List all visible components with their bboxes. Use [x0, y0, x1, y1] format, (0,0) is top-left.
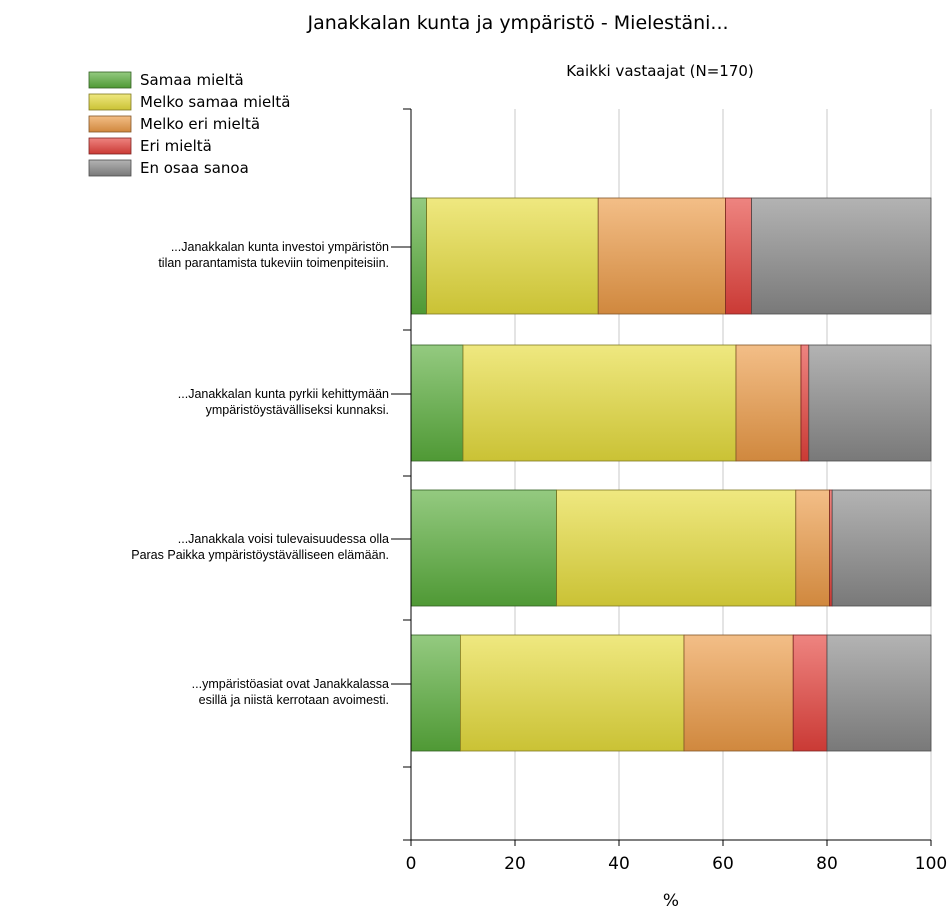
- legend-swatch: [88, 137, 132, 155]
- bar-segment: [426, 197, 599, 315]
- category-label: ...ympäristöasiat ovat Janakkalassa: [192, 677, 389, 691]
- category-label: Paras Paikka ympäristöystävälliseen eläm…: [131, 548, 389, 562]
- legend-swatch: [88, 159, 132, 177]
- x-tick-label: 20: [504, 854, 526, 874]
- x-tick-label: 40: [608, 854, 630, 874]
- category-label: ympäristöystävälliseksi kunnaksi.: [206, 403, 389, 417]
- category-labels: ...Janakkalan kunta investoi ympäristön t…: [131, 240, 411, 707]
- bar-segment: [683, 634, 794, 752]
- bar-segment: [795, 489, 830, 607]
- bar-segment: [792, 634, 828, 752]
- x-tick-label: 0: [406, 854, 417, 874]
- category-label: ...Janakkala voisi tulevaisuudessa olla: [178, 532, 389, 546]
- legend-label: Samaa mieltä: [140, 71, 244, 89]
- bar-segment: [597, 197, 727, 315]
- bar-segment: [410, 344, 464, 462]
- axes: [403, 108, 932, 846]
- legend-swatch: [88, 93, 132, 111]
- category-label: ...Janakkalan kunta pyrkii kehittymään: [178, 387, 389, 401]
- bar-segment: [751, 197, 932, 315]
- x-axis-label: %: [663, 891, 679, 911]
- legend-swatch: [88, 71, 132, 89]
- bar-segment: [735, 344, 802, 462]
- legend: Samaa mieltä Melko samaa mieltä Melko eri …: [88, 71, 290, 177]
- legend-swatch: [88, 115, 132, 133]
- category-label: ...Janakkalan kunta investoi ympäristön: [171, 240, 389, 254]
- bar-segment: [410, 634, 461, 752]
- category-label: esillä ja niistä kerrotaan avoimesti.: [199, 693, 389, 707]
- category-label: tilan parantamista tukeviin toimenpiteis…: [158, 256, 389, 270]
- bar-segment: [808, 344, 932, 462]
- bar-segment: [410, 197, 428, 315]
- bar-segment: [725, 197, 752, 315]
- bar-segment: [800, 344, 810, 462]
- x-tick-label: 80: [816, 854, 838, 874]
- legend-label: En osaa sanoa: [140, 159, 249, 177]
- legend-label: Melko eri mieltä: [140, 115, 260, 133]
- bar-segment: [831, 489, 932, 607]
- legend-label: Melko samaa mieltä: [140, 93, 290, 111]
- bar-segment: [556, 489, 797, 607]
- bar-segment: [459, 634, 685, 752]
- chart-subtitle: Kaikki vastaajat (N=170): [566, 62, 754, 80]
- chart-title: Janakkalan kunta ja ympäristö - Mielestä…: [306, 12, 728, 34]
- bar-segment: [462, 344, 737, 462]
- legend-label: Eri mieltä: [140, 137, 212, 155]
- x-tick-label: 60: [712, 854, 734, 874]
- x-tick-labels: 0 20 40 60 80 100: [406, 854, 948, 874]
- bars: [410, 197, 932, 752]
- bar-segment: [826, 634, 932, 752]
- bar-segment: [410, 489, 558, 607]
- x-tick-label: 100: [915, 854, 947, 874]
